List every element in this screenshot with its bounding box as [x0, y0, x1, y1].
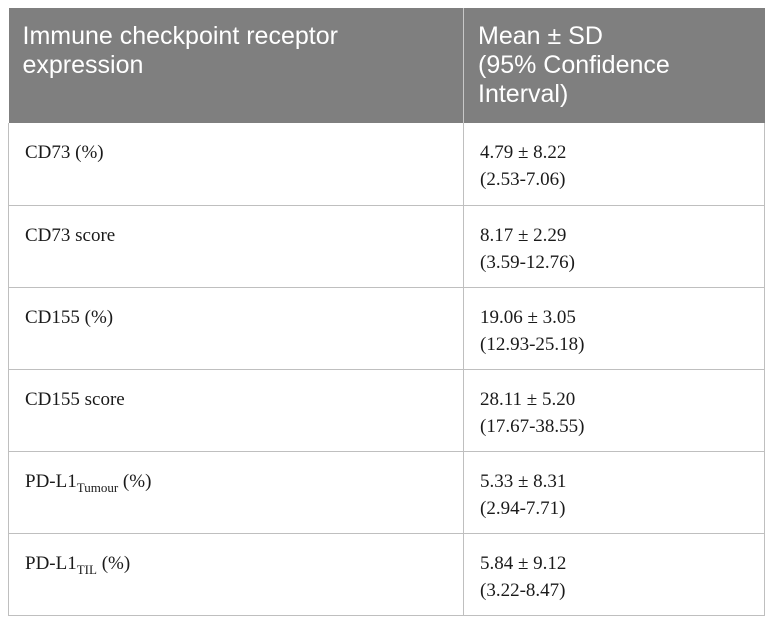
table-row: PD-L1Tumour (%) 5.33 ± 8.31 (2.94-7.71) [8, 451, 765, 534]
table-row: CD155 (%) 19.06 ± 3.05 (12.93-25.18) [8, 287, 765, 370]
confidence-interval-value: (3.59-12.76) [480, 251, 575, 273]
mean-sd-value: 4.79 ± 8.22 [480, 142, 567, 163]
mean-sd-value: 5.33 ± 8.31 [480, 470, 567, 492]
cell-mean-sd-ci: 5.33 ± 8.31 (2.94-7.71) [463, 451, 765, 534]
cell-receptor: CD73 (%) [8, 123, 464, 206]
data-table: Immune checkpoint receptor expression Me… [8, 8, 765, 616]
mean-sd-value: 5.84 ± 9.12 [480, 552, 567, 574]
receptor-label: CD155 score [25, 388, 125, 410]
table-header: Immune checkpoint receptor expression Me… [8, 8, 765, 123]
receptor-label: PD-L1 [25, 552, 77, 574]
header-ci-line-1: (95% Confidence [478, 51, 670, 79]
table-row: CD155 score 28.11 ± 5.20 (17.67-38.55) [8, 369, 765, 452]
header-mean-sd-line: Mean ± SD [478, 22, 603, 50]
receptor-label-suffix: (%) [118, 470, 152, 492]
header-receptor-expression-text: Immune checkpoint receptor expression [22, 22, 338, 79]
table-row: PD-L1TIL (%) 5.84 ± 9.12 (3.22-8.47) [8, 533, 765, 616]
cell-receptor: CD73 score [8, 205, 464, 288]
receptor-label: CD155 (%) [25, 306, 114, 328]
header-row: Immune checkpoint receptor expression Me… [8, 8, 765, 123]
confidence-interval-value: (12.93-25.18) [480, 333, 585, 355]
cell-mean-sd-ci: 19.06 ± 3.05 (12.93-25.18) [463, 287, 765, 370]
receptor-label: CD73 (%) [25, 142, 104, 163]
receptor-label-subscript: TIL [76, 561, 97, 577]
mean-sd-value: 8.17 ± 2.29 [480, 224, 567, 246]
cell-receptor: CD155 score [8, 369, 464, 452]
mean-sd-value: 28.11 ± 5.20 [480, 388, 576, 410]
cell-receptor: PD-L1Tumour (%) [8, 451, 464, 534]
table-row: CD73 (%) 4.79 ± 8.22 (2.53-7.06) [8, 123, 765, 206]
confidence-interval-value: (2.94-7.71) [480, 497, 566, 519]
mean-sd-value: 19.06 ± 3.05 [480, 306, 576, 328]
cell-mean-sd-ci: 5.84 ± 9.12 (3.22-8.47) [463, 533, 765, 616]
cell-receptor: PD-L1TIL (%) [8, 533, 464, 616]
header-mean-sd-ci: Mean ± SD (95% Confidence Interval) [463, 8, 765, 123]
cell-mean-sd-ci: 28.11 ± 5.20 (17.67-38.55) [463, 369, 765, 452]
receptor-label: CD73 score [25, 224, 116, 246]
cell-mean-sd-ci: 8.17 ± 2.29 (3.59-12.76) [463, 205, 765, 288]
receptor-label-suffix: (%) [96, 552, 131, 574]
data-table-container: Immune checkpoint receptor expression Me… [8, 8, 765, 616]
confidence-interval-value: (17.67-38.55) [480, 415, 585, 437]
receptor-label-subscript: Tumour [76, 479, 119, 495]
confidence-interval-value: (2.53-7.06) [480, 169, 566, 190]
header-ci-line-2: Interval) [478, 80, 569, 108]
receptor-label: PD-L1 [25, 470, 77, 492]
confidence-interval-value: (3.22-8.47) [480, 579, 566, 601]
cell-receptor: CD155 (%) [8, 287, 464, 370]
table-body: CD73 (%) 4.79 ± 8.22 (2.53-7.06) CD73 score… [8, 123, 765, 616]
cell-mean-sd-ci: 4.79 ± 8.22 (2.53-7.06) [463, 123, 765, 206]
table-row: CD73 score 8.17 ± 2.29 (3.59-12.76) [8, 205, 765, 288]
header-receptor-expression: Immune checkpoint receptor expression [8, 8, 464, 123]
